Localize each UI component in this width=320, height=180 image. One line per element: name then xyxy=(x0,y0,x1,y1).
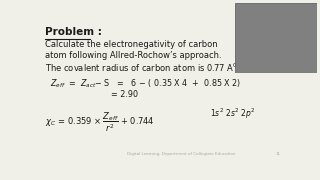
Text: Calculate the electronegativity of carbon: Calculate the electronegativity of carbo… xyxy=(45,40,218,49)
Text: = 2.90: = 2.90 xyxy=(111,90,138,99)
Text: $1s^2\ 2s^2\ 2p^2$: $1s^2\ 2s^2\ 2p^2$ xyxy=(210,106,256,121)
Text: The covalent radius of carbon atom is 0.77 A$^0$.: The covalent radius of carbon atom is 0.… xyxy=(45,61,240,73)
Text: atom following Allred-Rochow’s approach.: atom following Allred-Rochow’s approach. xyxy=(45,51,221,60)
Text: $\chi_C$ = 0.359 $\times$ $\dfrac{Z_{eff}}{r^2}$ + 0.744: $\chi_C$ = 0.359 $\times$ $\dfrac{Z_{eff… xyxy=(45,110,155,134)
Text: $Z_{eff}$  =  $Z_{act}$$-$ S   =   6 $-$ ( 0.35 X 4  +  0.85 X 2): $Z_{eff}$ = $Z_{act}$$-$ S = 6 $-$ ( 0.3… xyxy=(50,78,241,90)
Text: Digital Learning, Department of Collegiate Education: Digital Learning, Department of Collegia… xyxy=(127,152,235,156)
Text: 11: 11 xyxy=(276,152,281,156)
Text: Problem :: Problem : xyxy=(45,27,102,37)
